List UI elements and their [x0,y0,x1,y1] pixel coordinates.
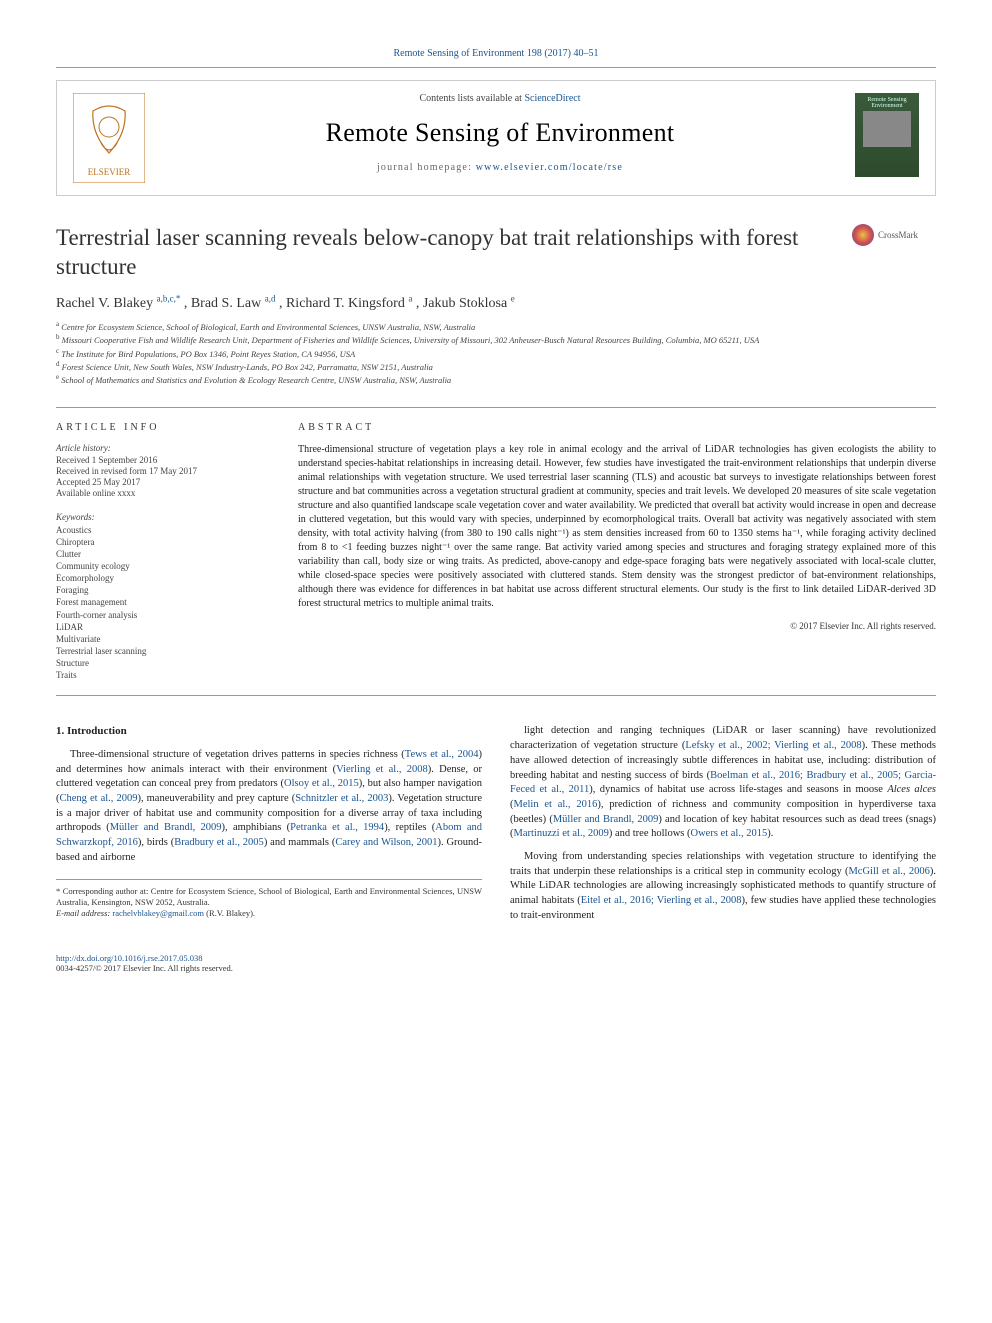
keyword: Multivariate [56,633,266,645]
citation-link[interactable]: Cheng et al., 2009 [60,793,138,804]
keyword: Ecomorphology [56,572,266,584]
history-line: Received 1 September 2016 [56,455,266,465]
running-head: Remote Sensing of Environment 198 (2017)… [56,48,936,59]
homepage-link[interactable]: www.elsevier.com/locate/rse [476,162,623,173]
history-line: Available online xxxx [56,488,266,498]
authors-line: Rachel V. Blakey a,b,c,* , Brad S. Law a… [56,294,936,313]
keyword: Fourth-corner analysis [56,609,266,621]
corresponding-author-footnote: * Corresponding author at: Centre for Ec… [56,879,482,919]
citation-link[interactable]: Tews et al., 2004 [405,749,479,760]
paragraph: Moving from understanding species relati… [510,850,936,923]
email-link[interactable]: rachelvblakey@gmail.com [112,908,204,918]
citation-link[interactable]: Martinuzzi et al., 2009 [514,828,609,839]
article-info-heading: article info [56,422,266,433]
homepage-line: journal homepage: www.elsevier.com/locat… [161,162,839,173]
masthead-center: Contents lists available at ScienceDirec… [161,93,839,173]
running-head-link[interactable]: Remote Sensing of Environment 198 (2017)… [394,48,599,59]
history-line: Received in revised form 17 May 2017 [56,466,266,476]
affiliation: e School of Mathematics and Statistics a… [56,373,936,386]
keyword: Chiroptera [56,536,266,548]
issn-line: 0034-4257/© 2017 Elsevier Inc. All right… [56,963,936,973]
article-title: Terrestrial laser scanning reveals below… [56,224,836,282]
elsevier-logo: ELSEVIER [73,93,145,183]
abstract-heading: abstract [298,422,936,433]
paragraph: light detection and ranging techniques (… [510,724,936,842]
affiliation: a Centre for Ecosystem Science, School o… [56,320,936,333]
author: , Jakub Stoklosa e [416,296,515,311]
citation-link[interactable]: Lefsky et al., 2002; Vierling et al., 20… [685,740,861,751]
affiliation: b Missouri Cooperative Fish and Wildlife… [56,333,936,346]
affiliations: a Centre for Ecosystem Science, School o… [56,320,936,386]
history-line: Accepted 25 May 2017 [56,477,266,487]
keyword: Foraging [56,584,266,596]
keyword: Traits [56,669,266,681]
crossmark-label: CrossMark [878,230,918,240]
author: Rachel V. Blakey a,b,c,* [56,296,180,311]
citation-link[interactable]: Olsoy et al., 2015 [284,778,359,789]
keywords-list: Acoustics Chiroptera Clutter Community e… [56,524,266,682]
citation-link[interactable]: Vierling et al., 2008 [336,764,428,775]
section-heading-intro: 1. Introduction [56,724,482,739]
abstract-text: Three-dimensional structure of vegetatio… [298,443,936,611]
citation-link[interactable]: Müller and Brandl, 2009 [553,814,659,825]
citation-link[interactable]: Melin et al., 2016 [514,799,598,810]
keyword: Structure [56,657,266,669]
citation-link[interactable]: Petranka et al., 1994 [290,822,384,833]
crossmark-badge[interactable]: CrossMark [852,224,936,246]
copyright-line: © 2017 Elsevier Inc. All rights reserved… [298,621,936,631]
keyword: Acoustics [56,524,266,536]
citation-link[interactable]: Schnitzler et al., 2003 [295,793,388,804]
article-info-block: article info Article history: Received 1… [56,422,266,682]
doi-link[interactable]: http://dx.doi.org/10.1016/j.rse.2017.05.… [56,953,202,963]
species-name: Alces alces [887,784,936,795]
contents-line: Contents lists available at ScienceDirec… [161,93,839,104]
svg-text:ELSEVIER: ELSEVIER [88,167,131,177]
journal-cover-thumb: Remote Sensing Environment [855,93,919,177]
author: , Richard T. Kingsford a [279,296,412,311]
author: , Brad S. Law a,d [184,296,276,311]
citation-link[interactable]: McGill et al., 2006 [848,866,929,877]
keywords-label: Keywords: [56,512,266,522]
abstract-block: abstract Three-dimensional structure of … [298,422,936,682]
citation-link[interactable]: Bradbury et al., 2005 [174,837,264,848]
citation-link[interactable]: Carey and Wilson, 2001 [335,837,437,848]
divider-top [56,67,936,68]
body-columns: 1. Introduction Three-dimensional struct… [56,724,936,925]
citation-link[interactable]: Müller and Brandl, 2009 [110,822,222,833]
affiliation: c The Institute for Bird Populations, PO… [56,347,936,360]
page-footer: http://dx.doi.org/10.1016/j.rse.2017.05.… [56,953,936,973]
masthead: ELSEVIER Contents lists available at Sci… [56,80,936,196]
keyword: Forest management [56,596,266,608]
affiliation: d Forest Science Unit, New South Wales, … [56,360,936,373]
paragraph: Three-dimensional structure of vegetatio… [56,748,482,866]
crossmark-icon [852,224,874,246]
footnote-corresponding: * Corresponding author at: Centre for Ec… [56,886,482,908]
keyword: LiDAR [56,621,266,633]
info-abstract-row: article info Article history: Received 1… [56,407,936,697]
cover-thumb-label: Remote Sensing Environment [859,97,915,109]
journal-title: Remote Sensing of Environment [161,118,839,148]
keyword: Terrestrial laser scanning [56,645,266,657]
keyword: Community ecology [56,560,266,572]
history-label: Article history: [56,443,266,453]
citation-link[interactable]: Eitel et al., 2016; Vierling et al., 200… [581,895,742,906]
footnote-email: E-mail address: rachelvblakey@gmail.com … [56,908,482,919]
sciencedirect-link[interactable]: ScienceDirect [524,93,580,104]
keyword: Clutter [56,548,266,560]
citation-link[interactable]: Owers et al., 2015 [691,828,768,839]
